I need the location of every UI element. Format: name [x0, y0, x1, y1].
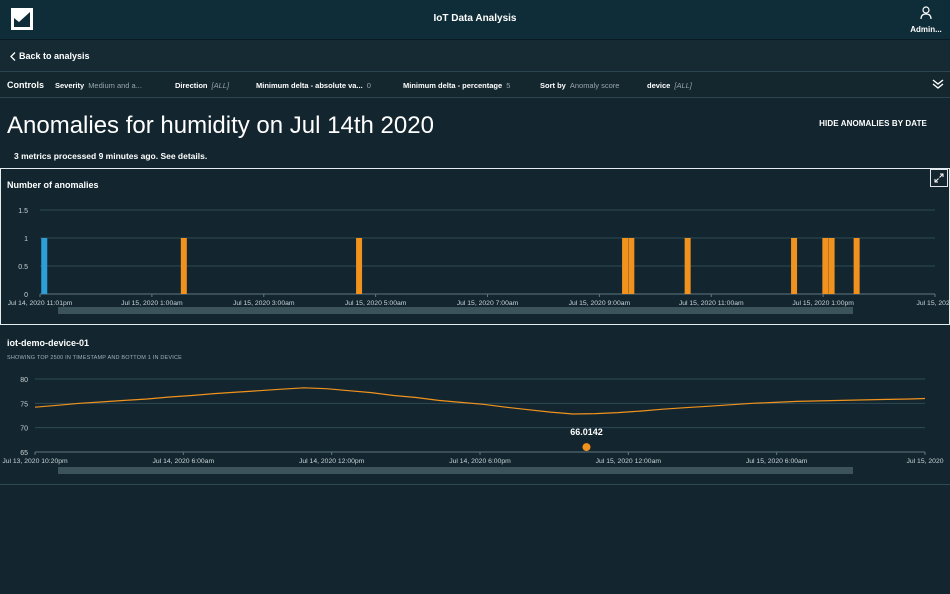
control-value: [ALL]	[674, 81, 692, 90]
anomaly-bar	[356, 238, 363, 294]
x-tick-label: Jul 15, 2020 12:00am	[596, 458, 662, 465]
x-tick-label: Jul 15, 2020	[906, 458, 943, 465]
device-line-chart: 65 70 75 80 Jul 13, 2020 10:20pm Jul 14, 2020…	[2, 377, 944, 474]
anomaly-bar-selected	[41, 238, 48, 294]
section-divider	[0, 484, 950, 485]
x-tick-label: Jul 15, 2020 9:00am	[569, 300, 631, 307]
controls-label: Controls	[7, 80, 44, 90]
y-tick-label: 80	[20, 377, 28, 384]
user-label: Admin...	[910, 25, 942, 34]
control-sort-by[interactable]: Sort by Anomaly score	[540, 81, 619, 90]
y-tick-label: 1	[24, 236, 28, 243]
anomaly-bar	[853, 238, 860, 294]
x-tick-label: Jul 15, 2020 6:00am	[746, 458, 808, 465]
user-menu[interactable]: Admin...	[906, 6, 946, 34]
y-tick-label: 75	[20, 401, 28, 408]
x-tick-label: Jul 15, 2020 3:00am	[233, 300, 295, 307]
selected-point	[582, 443, 591, 452]
control-minimum-delta-absolute[interactable]: Minimum delta - absolute va... 0	[256, 81, 371, 90]
control-key: Sort by	[540, 81, 566, 90]
control-key: Minimum delta - percentage	[403, 81, 503, 90]
processing-status[interactable]: 3 metrics processed 9 minutes ago. See d…	[14, 151, 208, 161]
app-logo	[11, 8, 33, 30]
anomalies-panel-title: Number of anomalies	[7, 180, 99, 190]
controls-bar: Controls Severity Medium and a... Directi…	[0, 72, 950, 98]
control-direction[interactable]: Direction [ALL]	[175, 81, 229, 90]
control-key: Direction	[175, 81, 208, 90]
anomalies-bar-chart: 0 0.5 1 1.5 Jul 14, 2020 11:01pm Jul 15, 2020…	[8, 208, 950, 314]
anomaly-bar	[628, 238, 635, 294]
humidity-line	[34, 387, 926, 415]
page-title: Anomalies for humidity on Jul 14th 2020	[7, 112, 434, 139]
x-tick-label: Jul 14, 2020 11:01pm	[8, 300, 73, 307]
anomaly-bar	[791, 238, 798, 294]
chevron-down-icon[interactable]	[932, 79, 944, 89]
y-tick-label: 65	[20, 450, 28, 457]
y-tick-label: 70	[20, 426, 28, 433]
x-tick-label: Jul 13, 2020 10:20pm	[2, 458, 68, 465]
control-value: 5	[506, 81, 511, 90]
sub-nav: Back to analysis	[0, 40, 950, 72]
y-tick-label: 0	[24, 292, 28, 299]
hide-anomalies-button[interactable]: HIDE ANOMALIES BY DATE	[819, 119, 927, 128]
anomaly-bar	[684, 238, 691, 294]
anomaly-bar	[622, 238, 629, 294]
x-tick-label: Jul 15, 2020 1:00am	[121, 300, 183, 307]
y-tick-label: 1.5	[18, 208, 28, 215]
control-key: Minimum delta - absolute va...	[256, 81, 363, 90]
x-tick-label: Jul 14, 2020 6:00am	[153, 458, 215, 465]
back-to-analysis-link[interactable]: Back to analysis	[10, 51, 90, 61]
control-key: Severity	[55, 81, 85, 90]
user-icon	[920, 6, 932, 20]
point-value-label: 66.0142	[570, 427, 603, 437]
x-tick-label: Jul 15, 2020 5:00am	[345, 300, 407, 307]
anomaly-bar	[828, 238, 835, 294]
x-tick-label: Jul 14, 2020 12:00pm	[299, 458, 365, 465]
anomaly-bar	[822, 238, 829, 294]
x-tick-label: Jul 14, 2020 6:00pm	[449, 458, 511, 465]
control-value: Anomaly score	[569, 81, 620, 90]
control-value: 0	[366, 81, 371, 90]
control-minimum-delta-percentage[interactable]: Minimum delta - percentage 5	[403, 81, 510, 90]
control-device[interactable]: device [ALL]	[647, 81, 692, 90]
x-tick-label: Jul 15, 2020 1:00pm	[792, 300, 854, 307]
control-value: Medium and a...	[88, 81, 142, 90]
control-severity[interactable]: Severity Medium and a...	[55, 81, 142, 90]
chart-scrollbar	[58, 467, 853, 474]
app-title: IoT Data Analysis	[433, 13, 517, 24]
back-link-label: Back to analysis	[19, 51, 90, 61]
x-tick-label: Jul 15, 2020	[916, 300, 950, 307]
y-tick-label: 0.5	[18, 264, 28, 271]
x-tick-label: Jul 15, 2020 7:00am	[457, 300, 519, 307]
top-bar: IoT Data Analysis Admin...	[0, 0, 950, 40]
anomaly-bar	[180, 238, 187, 294]
x-tick-label: Jul 15, 2020 11:00am	[679, 300, 744, 307]
device-panel-title: iot-demo-device-01	[7, 338, 90, 348]
device-panel-subtitle: SHOWING TOP 2500 IN TIMESTAMP AND BOTTOM…	[7, 355, 183, 361]
chart-scrollbar	[58, 307, 853, 314]
chevron-left-icon	[10, 51, 16, 61]
control-value: [ALL]	[211, 81, 230, 90]
expand-button[interactable]	[930, 169, 948, 187]
expand-icon	[934, 173, 944, 183]
control-key: device	[647, 81, 671, 90]
